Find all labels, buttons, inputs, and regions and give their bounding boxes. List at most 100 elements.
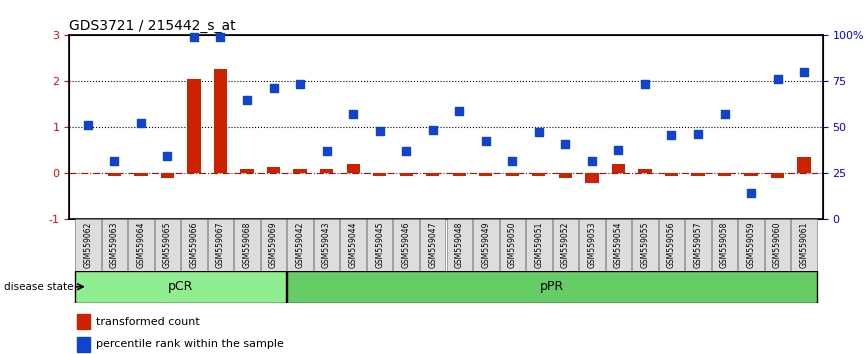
Point	[240, 97, 254, 103]
FancyBboxPatch shape	[128, 219, 153, 271]
FancyBboxPatch shape	[447, 219, 472, 271]
Point	[346, 111, 360, 116]
Text: GSM559067: GSM559067	[216, 222, 225, 268]
Bar	[426, 173, 439, 176]
FancyBboxPatch shape	[765, 219, 791, 271]
FancyBboxPatch shape	[527, 219, 552, 271]
Point	[479, 138, 493, 144]
Point	[638, 81, 652, 87]
Text: GSM559052: GSM559052	[561, 222, 570, 268]
Bar	[559, 173, 572, 178]
Point	[134, 120, 148, 126]
FancyBboxPatch shape	[579, 219, 604, 271]
Text: GSM559055: GSM559055	[641, 222, 650, 268]
Point	[320, 149, 333, 154]
FancyBboxPatch shape	[393, 219, 419, 271]
Point	[798, 69, 811, 75]
Point	[160, 153, 174, 159]
Text: GSM559062: GSM559062	[83, 222, 93, 268]
Bar	[214, 69, 227, 173]
Point	[585, 158, 598, 164]
Text: GSM559061: GSM559061	[799, 222, 809, 268]
FancyBboxPatch shape	[288, 219, 313, 271]
FancyBboxPatch shape	[420, 219, 445, 271]
Bar	[320, 169, 333, 173]
Text: GSM559069: GSM559069	[269, 222, 278, 268]
Text: GSM559068: GSM559068	[242, 222, 251, 268]
FancyBboxPatch shape	[101, 219, 127, 271]
FancyBboxPatch shape	[261, 219, 287, 271]
Bar	[267, 166, 281, 173]
Bar	[479, 173, 493, 176]
Bar	[533, 173, 546, 176]
Text: percentile rank within the sample: percentile rank within the sample	[95, 339, 283, 349]
Bar	[745, 173, 758, 176]
Text: GSM559049: GSM559049	[481, 222, 490, 268]
FancyBboxPatch shape	[712, 219, 737, 271]
FancyBboxPatch shape	[473, 219, 499, 271]
Bar	[77, 337, 90, 352]
Point	[107, 158, 121, 164]
Point	[452, 108, 466, 114]
Bar	[399, 173, 413, 176]
Bar	[638, 169, 651, 173]
Text: pPR: pPR	[540, 280, 564, 293]
FancyBboxPatch shape	[288, 271, 817, 303]
Point	[267, 85, 281, 91]
Text: GSM559065: GSM559065	[163, 222, 172, 268]
FancyBboxPatch shape	[500, 219, 525, 271]
Text: GSM559054: GSM559054	[614, 222, 623, 268]
FancyBboxPatch shape	[235, 219, 260, 271]
Point	[214, 34, 228, 40]
Point	[718, 111, 732, 116]
FancyBboxPatch shape	[553, 219, 578, 271]
FancyBboxPatch shape	[313, 219, 339, 271]
Bar	[294, 169, 307, 173]
Text: pCR: pCR	[168, 280, 193, 293]
Point	[611, 148, 625, 153]
Text: disease state: disease state	[4, 282, 74, 292]
FancyBboxPatch shape	[155, 219, 180, 271]
Text: GSM559042: GSM559042	[295, 222, 305, 268]
Text: GSM559046: GSM559046	[402, 222, 410, 268]
Point	[187, 34, 201, 40]
Bar	[453, 173, 466, 176]
Text: GSM559048: GSM559048	[455, 222, 464, 268]
Text: GDS3721 / 215442_s_at: GDS3721 / 215442_s_at	[69, 19, 236, 33]
FancyBboxPatch shape	[632, 219, 657, 271]
Text: GSM559060: GSM559060	[773, 222, 782, 268]
Bar	[187, 79, 201, 173]
Point	[294, 81, 307, 87]
Bar	[346, 164, 359, 173]
Text: GSM559057: GSM559057	[694, 222, 702, 268]
Text: GSM559066: GSM559066	[190, 222, 198, 268]
Bar	[161, 173, 174, 178]
Text: GSM559058: GSM559058	[720, 222, 729, 268]
Text: GSM559050: GSM559050	[507, 222, 517, 268]
FancyBboxPatch shape	[208, 219, 233, 271]
Text: GSM559053: GSM559053	[587, 222, 597, 268]
Text: GSM559044: GSM559044	[349, 222, 358, 268]
Bar	[585, 173, 598, 183]
Text: GSM559047: GSM559047	[428, 222, 437, 268]
Point	[559, 141, 572, 146]
FancyBboxPatch shape	[367, 219, 392, 271]
Bar	[611, 164, 625, 173]
Point	[81, 122, 94, 128]
Bar	[77, 314, 90, 329]
Bar	[665, 173, 678, 176]
Text: GSM559063: GSM559063	[110, 222, 119, 268]
Text: transformed count: transformed count	[95, 317, 199, 327]
FancyBboxPatch shape	[605, 219, 631, 271]
Text: GSM559059: GSM559059	[746, 222, 755, 268]
Point	[372, 128, 386, 134]
Text: GSM559056: GSM559056	[667, 222, 676, 268]
Bar	[718, 173, 731, 176]
Point	[399, 149, 413, 154]
Bar	[506, 173, 519, 176]
FancyBboxPatch shape	[181, 219, 207, 271]
Point	[664, 132, 678, 138]
Text: GSM559045: GSM559045	[375, 222, 385, 268]
Bar	[771, 173, 785, 178]
Bar	[107, 173, 121, 176]
